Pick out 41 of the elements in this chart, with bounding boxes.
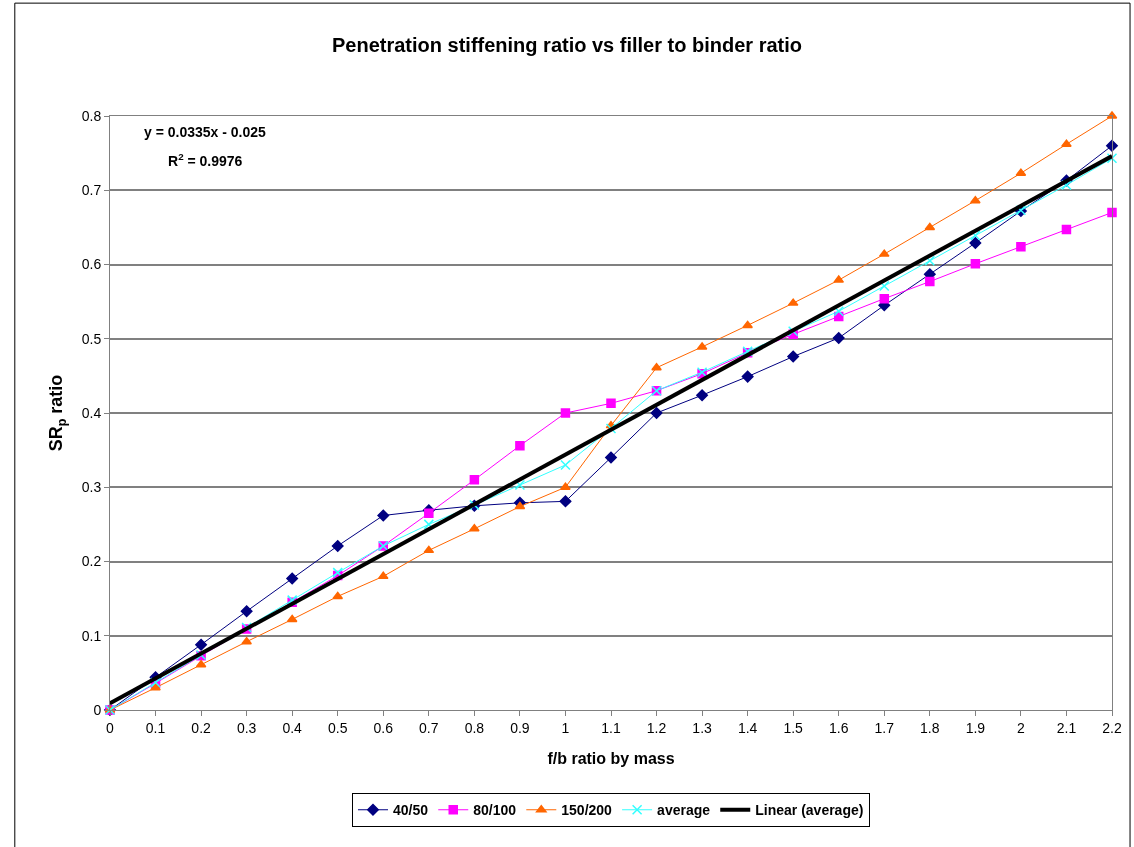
annotation: R$^{2}$ = 0.9976 bbox=[168, 151, 243, 169]
x-tick-label: 2 bbox=[1017, 719, 1026, 736]
x-tick-label: 0 bbox=[106, 719, 115, 736]
y-tick-label: 0.5 bbox=[81, 330, 102, 347]
legend-label: average bbox=[657, 802, 711, 819]
y-tick-label: 0.8 bbox=[81, 107, 102, 124]
y-tick-label: 0.7 bbox=[81, 182, 102, 199]
x-tick-label: 1.4 bbox=[737, 719, 758, 736]
x-tick-label: 1.2 bbox=[646, 719, 667, 736]
x-tick-label: 0.6 bbox=[373, 719, 394, 736]
y-tick-label: 0.1 bbox=[81, 627, 102, 644]
chart-title: Penetration stiffening ratio vs filler to binder ratio bbox=[331, 34, 803, 57]
legend-label: 40/50 bbox=[393, 802, 429, 819]
x-tick-label: 1.9 bbox=[965, 719, 986, 736]
x-tick-label: 0.2 bbox=[191, 719, 212, 736]
legend-label: 80/100 bbox=[473, 802, 517, 819]
y-tick-label: 0.4 bbox=[81, 404, 102, 421]
y-tick-label: 0 bbox=[93, 701, 102, 718]
annotation: y = 0.0335x - 0.025 bbox=[144, 124, 267, 140]
x-tick-label: 0.1 bbox=[145, 719, 166, 736]
x-tick-label: 1.1 bbox=[601, 719, 621, 736]
x-tick-label: 1.7 bbox=[874, 719, 895, 736]
y-tick-label: 0.2 bbox=[81, 553, 102, 570]
x-tick-label: 0.4 bbox=[282, 719, 303, 736]
x-tick-label: 2.1 bbox=[1056, 719, 1077, 736]
x-tick-label: 2.2 bbox=[1102, 719, 1122, 736]
x-tick-label: 0.8 bbox=[464, 719, 485, 736]
legend-label: Linear (average) bbox=[755, 802, 864, 819]
x-tick-label: 1.6 bbox=[829, 719, 849, 736]
y-tick-label: 0.3 bbox=[81, 479, 102, 496]
y-tick-label: 0.6 bbox=[81, 256, 102, 273]
x-tick-label: 1.3 bbox=[692, 719, 713, 736]
x-tick-label: 1.5 bbox=[783, 719, 804, 736]
x-axis-title: f/b ratio by mass bbox=[547, 750, 675, 768]
x-tick-label: 0.5 bbox=[328, 719, 348, 736]
x-tick-label: 1 bbox=[561, 719, 570, 736]
x-tick-label: 0.9 bbox=[510, 719, 530, 736]
legend-label: 150/200 bbox=[561, 802, 613, 819]
x-tick-label: 0.3 bbox=[236, 719, 257, 736]
x-tick-label: 0.7 bbox=[419, 719, 439, 736]
x-tick-label: 1.8 bbox=[920, 719, 940, 736]
